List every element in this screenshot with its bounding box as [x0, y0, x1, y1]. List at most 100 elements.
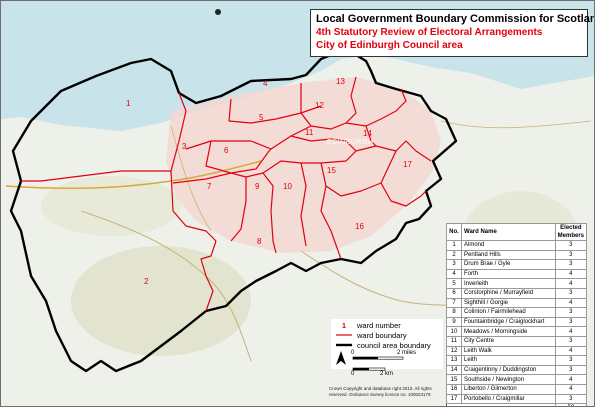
ward-boundary-line [345, 88, 407, 127]
ward-boundary-line [355, 140, 432, 162]
island-marker [215, 9, 221, 15]
ward-boundary-line [320, 185, 342, 260]
ward-boundary-line [380, 182, 427, 207]
row-members: 3 [554, 249, 588, 261]
header-no: No. [446, 223, 462, 241]
row-members: 3 [554, 259, 588, 270]
row-number: 7 [446, 297, 462, 309]
row-members: 3 [554, 240, 588, 251]
table-row: 15 Southside / Newington 4 [446, 374, 588, 385]
table-row: 7 Sighthill / Gorgie 4 [446, 297, 588, 309]
map-key: 1 ward number ward boundary council area … [331, 319, 443, 369]
table-row: 3 Drum Brae / Gyle 3 [446, 259, 588, 270]
north-arrow-icon [336, 351, 346, 365]
table-row: 6 Corstorphine / Murrayfield 3 [446, 287, 588, 299]
ward-number-symbol: 1 [341, 321, 347, 331]
header-elected-members: Elected Members [554, 223, 588, 241]
scale-graphics [336, 351, 404, 371]
ward-boundary-line [262, 160, 307, 247]
total-spacer [462, 404, 556, 406]
table-row: 16 Liberton / Gilmerton 4 [446, 383, 588, 395]
table-row: 2 Pentland Hills 3 [446, 249, 588, 261]
km-bar-fill [353, 368, 369, 371]
title-commission: Local Government Boundary Commission for… [316, 13, 595, 25]
ward-boundary-line [21, 170, 171, 182]
ward-boundary-symbol [335, 331, 353, 341]
scale-km-label: 2 km [380, 371, 394, 377]
table-row: 1 Almond 3 [446, 240, 588, 251]
row-members: 3 [554, 307, 588, 318]
ward-boundary-line [290, 135, 357, 164]
key-ward-number: 1 ward number [335, 321, 401, 331]
ward-label-15: 15 [327, 166, 336, 175]
row-number: 12 [446, 345, 462, 357]
row-number: 11 [446, 335, 462, 347]
row-number: 6 [446, 287, 462, 299]
ward-label-4: 4 [263, 79, 268, 88]
row-members: 3 [554, 316, 588, 328]
row-number: 1 [446, 240, 462, 251]
table-row: 14 Craigentinny / Duddingston 3 [446, 364, 588, 376]
title-review: 4th Statutory Review of Electoral Arrang… [316, 27, 543, 38]
ward-boundary-line [300, 76, 357, 130]
row-ward-name: Portobello / Craigmillar [461, 393, 556, 405]
ward-label-10: 10 [283, 182, 292, 191]
row-number: 9 [446, 316, 462, 328]
header-ward-name: Ward Name [461, 223, 556, 241]
row-members: 3 [554, 364, 588, 376]
ward-label-7: 7 [207, 182, 212, 191]
row-ward-name: Corstorphine / Murrayfield [461, 287, 556, 299]
table-row: 9 Fountainbridge / Craiglockhart 3 [446, 316, 588, 328]
row-number: 3 [446, 259, 462, 270]
ward-boundary-line [170, 92, 217, 242]
road [440, 120, 592, 129]
row-ward-name: Liberton / Gilmerton [461, 383, 556, 395]
road [80, 210, 252, 362]
ward-label-14: 14 [363, 129, 372, 138]
scale-miles-label: 2 miles [397, 350, 417, 356]
row-ward-name: Drum Brae / Gyle [461, 259, 556, 270]
key-ward-boundary: ward boundary [335, 331, 407, 341]
table-total-row: 58 [447, 403, 588, 406]
ward-number-labels: 1 2 3 4 5 6 7 8 9 10 11 12 13 14 15 16 1… [126, 77, 412, 286]
row-ward-name: Colinton / Fairmilehead [461, 307, 556, 318]
ward-table: No. Ward Name Elected Members 1 Almond 3 2… [446, 223, 588, 406]
ward-label-13: 13 [336, 77, 345, 86]
row-ward-name: Forth [461, 268, 556, 280]
row-ward-name: Sighthill / Gorgie [461, 297, 556, 309]
table-row: 11 City Centre 3 [446, 335, 588, 347]
row-ward-name: Inverleith [461, 278, 556, 289]
key-council-boundary-label: council area boundary [357, 341, 431, 350]
row-number: 14 [446, 364, 462, 376]
table-row: 4 Forth 4 [446, 268, 588, 280]
ward-label-9: 9 [255, 182, 260, 191]
scale-zero-km: 0 [351, 371, 355, 377]
ward-label-1: 1 [126, 99, 131, 108]
ward-label-12: 12 [315, 101, 324, 110]
row-members: 4 [554, 374, 588, 385]
ward-boundary-line [365, 125, 377, 147]
scale-bar: 0 2 miles 0 2 km [331, 349, 443, 379]
ward-boundary-line [245, 172, 277, 254]
ward-boundary-line [185, 125, 312, 150]
row-ward-name: Fountainbridge / Craiglockhart [461, 316, 556, 328]
row-number: 8 [446, 307, 462, 318]
row-ward-name: City Centre [461, 335, 556, 347]
row-ward-name: Almond [461, 240, 556, 251]
terrain-patch [41, 176, 181, 236]
key-council-boundary: council area boundary [335, 341, 431, 351]
table-row: 5 Inverleith 4 [446, 278, 588, 289]
row-number: 13 [446, 355, 462, 366]
ward-label-17: 17 [403, 160, 412, 169]
row-number: 5 [446, 278, 462, 289]
table-row: 13 Leith 3 [446, 355, 588, 366]
row-ward-name: Leith [461, 355, 556, 366]
total-spacer [447, 404, 462, 406]
total-members: 58 [554, 403, 588, 406]
ward-label-5: 5 [259, 113, 264, 122]
ward-boundary-line [200, 240, 217, 312]
title-council-area: City of Edinburgh Council area [316, 40, 463, 51]
ward-label-2: 2 [144, 277, 149, 286]
row-members: 3 [554, 393, 588, 405]
